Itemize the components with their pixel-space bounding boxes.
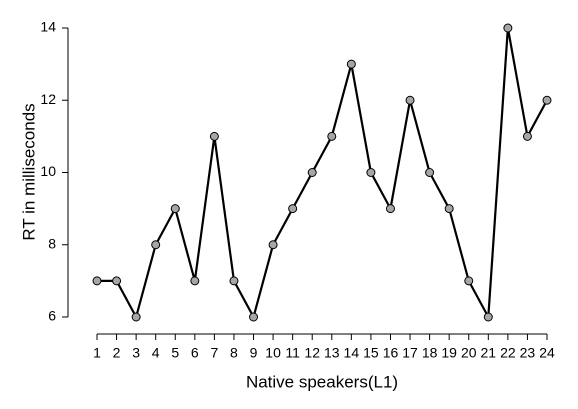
x-tick-label: 9 [250,345,258,361]
data-point [444,204,454,214]
data-point [346,59,356,69]
data-point [307,168,317,177]
x-tick-label: 13 [324,345,340,361]
data-point [151,240,161,250]
x-tick-label: 11 [285,345,300,361]
x-tick-label: 6 [191,345,199,361]
data-point [327,131,337,141]
x-tick-label: 4 [152,345,160,361]
x-tick-label: 22 [500,345,516,361]
x-axis-label: Native speakers(L1) [246,372,398,391]
x-tick-label: 24 [539,345,555,361]
x-tick-label: 23 [520,345,536,361]
y-tick-label: 14 [40,19,56,35]
x-tick-label: 18 [422,345,438,361]
data-point [405,95,415,105]
data-line [97,26,548,319]
x-tick-label: 19 [441,345,457,361]
data-point [229,276,239,286]
x-tick-label: 20 [461,345,477,361]
data-point [209,131,219,141]
data-point [542,95,552,105]
data-point [190,276,200,286]
x-tick-label: 12 [304,345,320,361]
data-point [131,312,141,322]
data-point [366,168,376,177]
data-point [425,168,435,177]
x-tick-label: 21 [481,345,497,361]
x-tick-label: 3 [132,345,140,361]
x-tick-label: 14 [344,345,360,361]
x-tick-label: 2 [113,345,121,361]
data-point [268,240,278,250]
x-tick-label: 1 [93,345,101,361]
data-point [522,131,532,141]
x-tick-label: 17 [402,345,418,361]
x-tick-label: 5 [171,345,179,361]
x-tick-label: 8 [230,345,238,361]
data-point [483,312,493,322]
y-tick-label: 10 [40,163,56,179]
data-point [249,312,259,322]
x-tick-label: 7 [210,345,218,361]
y-tick-label: 12 [40,91,56,107]
x-tick-label: 15 [363,345,379,361]
data-point [92,276,102,286]
data-point [385,204,395,214]
x-tick-label: 16 [383,345,399,361]
data-point [288,204,298,214]
y-axis-label: RT in milliseconds [19,103,38,240]
y-tick-label: 8 [48,235,56,251]
data-point [112,276,122,286]
data-point [464,276,474,286]
data-point [170,204,180,214]
y-tick-label: 6 [48,308,56,324]
x-tick-label: 10 [265,345,281,361]
data-point [503,23,513,33]
